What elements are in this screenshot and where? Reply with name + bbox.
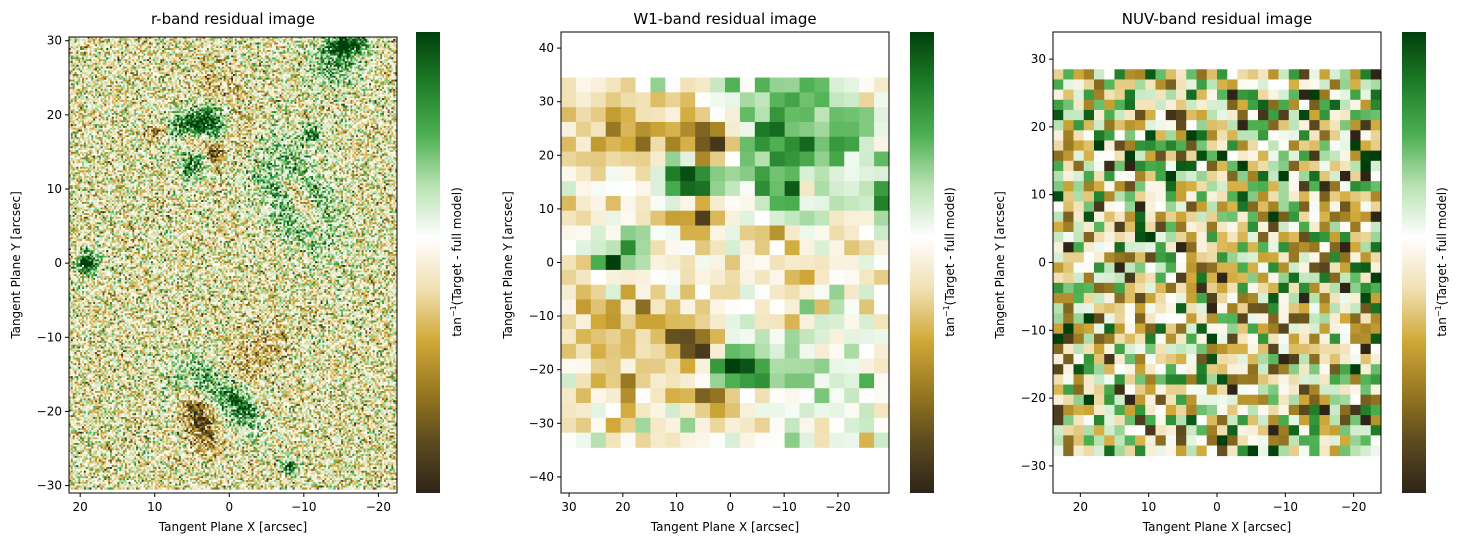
panel-title: r-band residual image bbox=[151, 10, 315, 28]
panel-r-band: r-band residual image 20 10 0 −10 −20 −30−20… bbox=[9, 10, 464, 534]
heatmap-cells bbox=[69, 37, 397, 490]
